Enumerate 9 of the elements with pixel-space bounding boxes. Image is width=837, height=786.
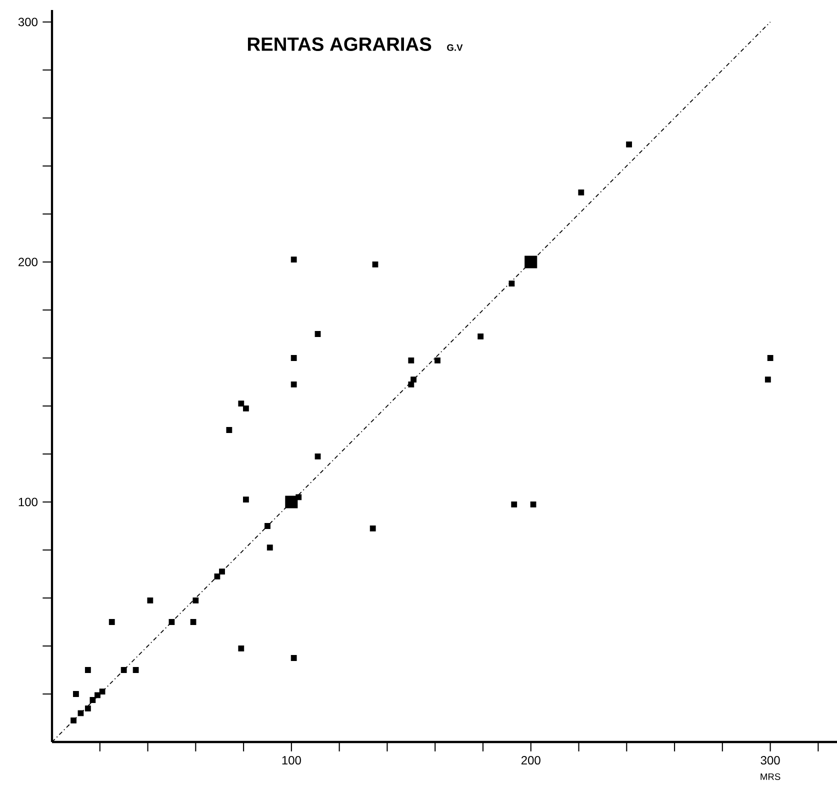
x-tick-label: 200 xyxy=(521,756,540,765)
text: G.V xyxy=(447,44,463,51)
x-tick-label: 300 xyxy=(760,756,780,765)
y-tick-label: 200 xyxy=(18,258,38,266)
y-tick-label: 100 xyxy=(18,498,38,506)
text: RENTAS AGRARIAS xyxy=(248,37,432,51)
y-tick-label: 300 xyxy=(18,18,38,26)
x-axis-title: MRS xyxy=(760,773,780,780)
x-tick-label: 100 xyxy=(282,756,301,765)
